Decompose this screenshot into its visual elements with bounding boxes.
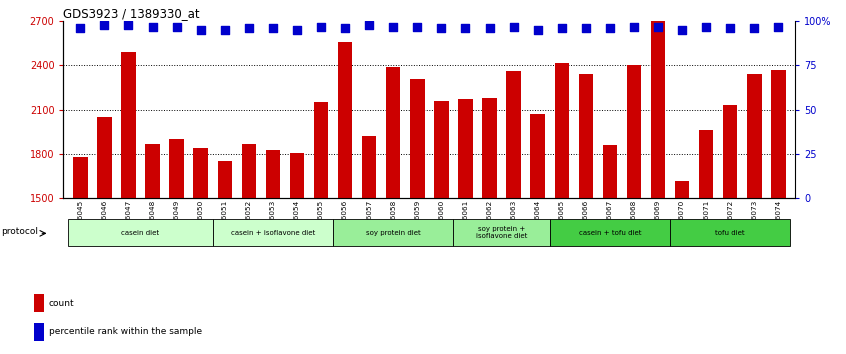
- Point: [603, 25, 617, 31]
- Bar: [194, 148, 208, 198]
- Bar: [453, 219, 550, 246]
- Point: [435, 25, 448, 31]
- Text: GDS3923 / 1389330_at: GDS3923 / 1389330_at: [63, 7, 200, 20]
- Text: count: count: [49, 299, 74, 308]
- Point: [146, 24, 159, 29]
- Text: tofu diet: tofu diet: [716, 230, 745, 236]
- Bar: [410, 79, 425, 198]
- Point: [387, 24, 400, 29]
- Bar: [550, 219, 670, 246]
- Bar: [217, 161, 232, 198]
- Bar: [627, 65, 641, 198]
- Point: [97, 22, 111, 28]
- Point: [723, 25, 737, 31]
- Text: casein + isoflavone diet: casein + isoflavone diet: [231, 230, 315, 236]
- Bar: [579, 74, 593, 198]
- Bar: [530, 114, 545, 198]
- Point: [483, 25, 497, 31]
- Bar: [169, 139, 184, 198]
- Bar: [675, 181, 689, 198]
- Text: soy protein +
isoflavone diet: soy protein + isoflavone diet: [475, 226, 527, 239]
- Point: [266, 25, 280, 31]
- Bar: [554, 63, 569, 198]
- Bar: [747, 74, 761, 198]
- Bar: [97, 117, 112, 198]
- Bar: [34, 295, 44, 312]
- Bar: [314, 102, 328, 198]
- Bar: [289, 153, 305, 198]
- Point: [507, 24, 520, 29]
- Bar: [434, 101, 448, 198]
- Point: [651, 24, 665, 29]
- Bar: [146, 144, 160, 198]
- Text: casein diet: casein diet: [122, 230, 160, 236]
- Point: [338, 25, 352, 31]
- Bar: [723, 105, 738, 198]
- Bar: [386, 67, 400, 198]
- Point: [242, 25, 255, 31]
- Bar: [699, 130, 713, 198]
- Point: [410, 24, 424, 29]
- Bar: [670, 219, 790, 246]
- Bar: [212, 219, 333, 246]
- Point: [314, 24, 327, 29]
- Point: [290, 27, 304, 33]
- Bar: [266, 149, 280, 198]
- Bar: [507, 72, 521, 198]
- Point: [627, 24, 640, 29]
- Point: [362, 22, 376, 28]
- Point: [122, 22, 135, 28]
- Bar: [651, 21, 665, 198]
- Point: [675, 27, 689, 33]
- Point: [772, 24, 785, 29]
- Bar: [69, 219, 212, 246]
- Point: [194, 27, 207, 33]
- Point: [531, 27, 545, 33]
- Point: [748, 25, 761, 31]
- Text: percentile rank within the sample: percentile rank within the sample: [49, 327, 201, 337]
- Point: [555, 25, 569, 31]
- Bar: [338, 42, 352, 198]
- Bar: [772, 70, 786, 198]
- Point: [700, 24, 713, 29]
- Bar: [602, 145, 617, 198]
- Point: [74, 25, 87, 31]
- Point: [170, 24, 184, 29]
- Point: [218, 27, 232, 33]
- Bar: [242, 144, 256, 198]
- Text: soy protein diet: soy protein diet: [365, 230, 420, 236]
- Bar: [333, 219, 453, 246]
- Bar: [73, 157, 87, 198]
- Text: protocol: protocol: [1, 227, 38, 236]
- Bar: [121, 52, 135, 198]
- Point: [459, 25, 472, 31]
- Bar: [459, 99, 473, 198]
- Text: casein + tofu diet: casein + tofu diet: [579, 230, 641, 236]
- Bar: [362, 136, 376, 198]
- Bar: [34, 323, 44, 341]
- Point: [579, 25, 592, 31]
- Bar: [482, 98, 497, 198]
